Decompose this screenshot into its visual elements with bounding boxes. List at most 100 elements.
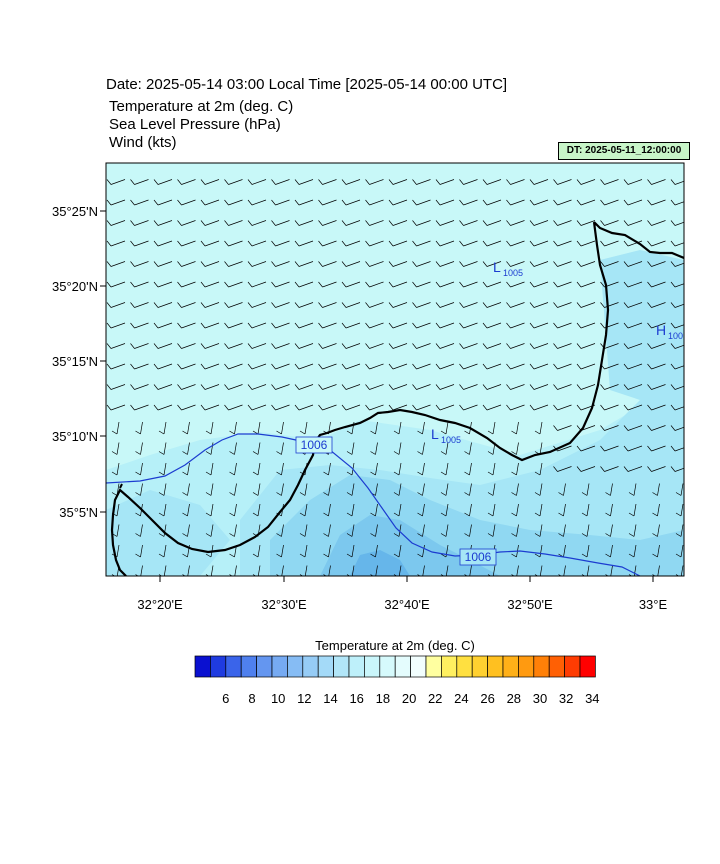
wind-barb bbox=[388, 240, 408, 247]
wind-barb bbox=[130, 343, 149, 349]
legend-tick-label: 30 bbox=[533, 691, 547, 706]
wind-barb bbox=[605, 483, 613, 496]
wind-barb bbox=[177, 322, 196, 329]
map-area: 1006 1006 L 1005 L 1005 H 100 bbox=[106, 163, 684, 576]
wind-barb bbox=[576, 363, 596, 370]
wind-barb bbox=[675, 524, 684, 537]
wind-barb bbox=[271, 220, 290, 226]
wind-barb bbox=[229, 462, 237, 476]
wind-barb bbox=[553, 363, 572, 370]
wind-barb bbox=[605, 524, 613, 537]
lon-label: 32°40'E bbox=[384, 597, 430, 612]
wind-barb bbox=[200, 302, 220, 308]
wind-barb bbox=[393, 462, 402, 476]
wind-barb bbox=[252, 483, 261, 496]
wind-barb bbox=[224, 322, 243, 329]
wind-barb bbox=[318, 343, 337, 349]
wind-barb bbox=[558, 503, 566, 517]
wind-barb bbox=[459, 384, 478, 390]
wind-barb bbox=[271, 384, 290, 390]
wind-barb bbox=[393, 421, 402, 435]
legend-color-box bbox=[456, 655, 473, 678]
wind-barb bbox=[511, 442, 519, 455]
wind-barb bbox=[252, 462, 261, 476]
wind-barb bbox=[553, 425, 572, 431]
wind-barb bbox=[482, 240, 502, 247]
wind-barb bbox=[558, 524, 566, 537]
wind-barb bbox=[435, 363, 455, 370]
svg-text:H: H bbox=[656, 322, 666, 338]
wind-barb bbox=[459, 179, 478, 185]
wind-barb bbox=[600, 445, 619, 452]
wind-barb bbox=[177, 240, 196, 247]
wind-barb bbox=[553, 281, 572, 288]
legend-color-box bbox=[548, 655, 565, 678]
wind-barb bbox=[247, 261, 267, 267]
svg-text:L: L bbox=[493, 259, 501, 275]
wind-barb bbox=[628, 544, 637, 558]
wind-barb bbox=[294, 281, 314, 288]
wind-barb bbox=[600, 466, 619, 472]
date-title: Date: 2025-05-14 03:00 Local Time [2025-… bbox=[106, 76, 508, 93]
wind-barb bbox=[623, 363, 643, 370]
wind-barb bbox=[130, 302, 149, 308]
wind-barb bbox=[647, 445, 666, 452]
legend-color-box bbox=[471, 655, 488, 678]
wind-barb bbox=[412, 322, 431, 329]
wind-barb bbox=[388, 261, 408, 267]
wind-barb bbox=[506, 199, 525, 206]
wind-barb bbox=[153, 220, 173, 226]
wind-barb bbox=[529, 240, 549, 247]
wind-barb bbox=[294, 363, 314, 370]
wind-barb bbox=[365, 384, 384, 390]
legend-tick-label: 12 bbox=[297, 691, 311, 706]
wind-barb bbox=[294, 220, 314, 226]
legend-color-box bbox=[256, 655, 273, 678]
wind-barb bbox=[393, 483, 402, 496]
wind-barb bbox=[576, 240, 596, 247]
wind-barb bbox=[628, 483, 637, 496]
wind-barb bbox=[106, 343, 126, 349]
wind-barb bbox=[576, 302, 596, 308]
legend-tick-label: 8 bbox=[248, 691, 255, 706]
wind-barb bbox=[435, 261, 455, 267]
wind-barb bbox=[553, 240, 572, 247]
wind-barb bbox=[276, 483, 284, 496]
wind-barb bbox=[558, 483, 566, 496]
wind-barb bbox=[529, 302, 549, 308]
wind-barb bbox=[553, 179, 572, 185]
wind-barb bbox=[177, 199, 196, 206]
wind-barb bbox=[482, 404, 502, 411]
wind-barb bbox=[482, 322, 502, 329]
wind-barb bbox=[553, 404, 572, 411]
wind-barb bbox=[412, 281, 431, 288]
wind-barb bbox=[341, 322, 361, 329]
wind-barb bbox=[135, 483, 143, 496]
wind-barb bbox=[623, 466, 643, 472]
wind-barb bbox=[130, 281, 149, 288]
wind-barb bbox=[647, 240, 666, 247]
wind-barb bbox=[417, 421, 425, 435]
lon-label: 33°E bbox=[639, 597, 668, 612]
svg-text:100: 100 bbox=[668, 331, 683, 341]
wind-barb bbox=[388, 281, 408, 288]
legend-color-box bbox=[348, 655, 365, 678]
svg-text:1006: 1006 bbox=[301, 438, 328, 452]
wind-barb bbox=[341, 240, 361, 247]
field-label-wind: Wind (kts) bbox=[109, 134, 177, 151]
field-label-temperature: Temperature at 2m (deg. C) bbox=[109, 98, 294, 115]
wind-barb bbox=[623, 220, 643, 226]
wind-barb bbox=[271, 261, 290, 267]
wind-barb bbox=[247, 404, 267, 411]
wind-barb bbox=[106, 384, 126, 390]
wind-barb bbox=[200, 404, 220, 411]
wind-barb bbox=[365, 240, 384, 247]
wind-barb bbox=[153, 302, 173, 308]
wind-barb bbox=[276, 544, 284, 558]
wind-barb bbox=[412, 343, 431, 349]
wind-barb bbox=[417, 503, 425, 517]
wind-barb bbox=[529, 384, 549, 390]
wind-barb bbox=[224, 240, 243, 247]
wind-barb bbox=[299, 524, 308, 537]
